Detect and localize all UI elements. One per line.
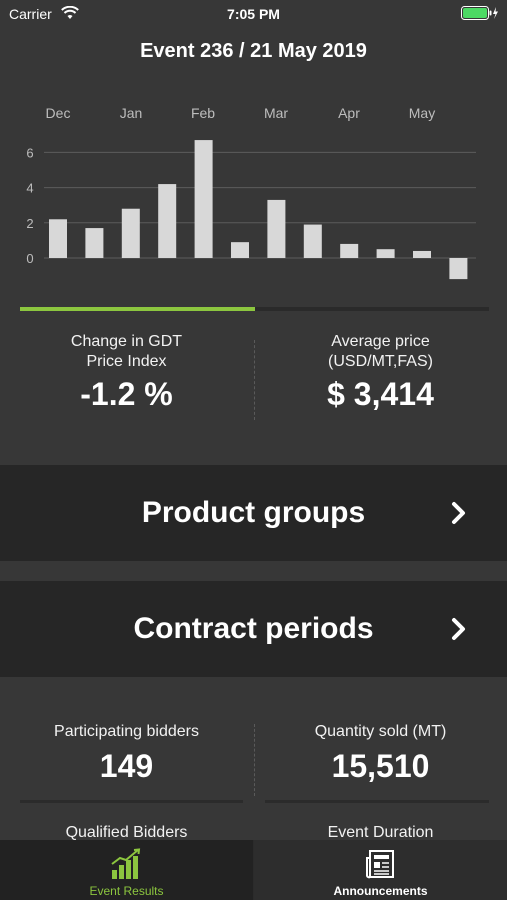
gdt-index-chart: 0 2 4 6 Dec Jan Feb Mar Apr May — [0, 96, 507, 296]
chart-bar — [376, 249, 395, 258]
summary-stats: Change in GDT Price Index -1.2 % Average… — [0, 332, 507, 432]
gdt-change-value: -1.2 % — [80, 376, 173, 412]
y-tick-label: 4 — [26, 181, 33, 196]
chart-bar — [267, 199, 286, 258]
status-bar: Carrier 7:05 PM — [0, 0, 507, 28]
x-tick-label-dec: Dec — [46, 105, 71, 121]
chart-bar — [121, 208, 140, 258]
gdt-change-stat: Change in GDT Price Index -1.2 % — [0, 332, 253, 413]
x-tick-label-jan: Jan — [120, 105, 143, 121]
quantity-sold-stat: Quantity sold (MT) 15,510 — [254, 722, 507, 785]
carrier-label: Carrier — [9, 6, 52, 22]
chart-svg: 0 2 4 6 Dec Jan Feb Mar Apr May — [26, 105, 476, 280]
event-title: Event 236 / 21 May 2019 — [140, 40, 367, 62]
x-tick-label-feb: Feb — [191, 105, 215, 121]
page-progress-track — [20, 307, 489, 311]
event-duration-stat: Event Duration — [254, 823, 507, 843]
tab-bar: Event Results Announcements — [0, 840, 507, 900]
participating-bidders-label: Participating bidders — [54, 723, 199, 740]
quantity-sold-value: 15,510 — [331, 748, 430, 784]
chart-bar — [158, 184, 177, 258]
chart-bar — [85, 228, 104, 258]
chart-bar — [231, 242, 249, 258]
gdt-change-label-line2: Price Index — [86, 353, 167, 370]
qualified-bidders-stat: Qualified Bidders — [0, 823, 253, 843]
average-price-label-line1: Average price — [331, 333, 430, 350]
tab-announcements-label: Announcements — [333, 884, 428, 898]
tab-event-results[interactable]: Event Results — [0, 840, 253, 900]
wifi-icon — [61, 6, 79, 19]
row-divider — [20, 800, 243, 803]
battery-charging-icon — [461, 6, 498, 20]
chevron-right-icon — [452, 618, 465, 640]
average-price-stat: Average price (USD/MT,FAS) $ 3,414 — [254, 332, 507, 413]
x-tick-label-apr: Apr — [338, 105, 360, 121]
participating-bidders-value: 149 — [99, 748, 154, 784]
bar-chart-trend-icon — [110, 848, 140, 879]
page-progress-fill — [20, 307, 255, 311]
participating-bidders-stat: Participating bidders 149 — [0, 722, 253, 785]
chart-bar — [340, 243, 359, 258]
stats-divider — [254, 724, 255, 796]
stats-divider — [254, 340, 255, 420]
x-tick-label-may: May — [409, 105, 435, 121]
average-price-value: $ 3,414 — [327, 376, 434, 412]
average-price-label-line2: (USD/MT,FAS) — [328, 353, 433, 370]
chart-bar — [413, 250, 431, 258]
status-time: 7:05 PM — [227, 6, 280, 22]
chevron-right-icon — [452, 502, 465, 524]
product-groups-button[interactable]: Product groups — [0, 465, 507, 561]
chart-bar — [303, 224, 322, 258]
y-tick-label: 6 — [26, 145, 33, 160]
tab-event-results-label: Event Results — [89, 884, 164, 898]
row-divider — [265, 800, 489, 803]
gdt-change-label-line1: Change in GDT — [70, 333, 183, 350]
chart-bar — [194, 140, 213, 258]
chart-bar — [449, 258, 468, 280]
x-tick-label-mar: Mar — [264, 105, 288, 121]
contract-periods-label: Contract periods — [133, 612, 374, 645]
y-tick-label: 0 — [26, 251, 33, 266]
y-tick-label: 2 — [26, 216, 33, 231]
contract-periods-button[interactable]: Contract periods — [0, 581, 507, 677]
newspaper-icon — [365, 850, 394, 879]
qualified-bidders-label: Qualified Bidders — [65, 824, 188, 841]
quantity-sold-label: Quantity sold (MT) — [314, 723, 447, 740]
product-groups-label: Product groups — [141, 496, 366, 529]
tab-announcements[interactable]: Announcements — [254, 840, 507, 900]
chart-bar — [49, 219, 67, 258]
event-duration-label: Event Duration — [327, 824, 434, 841]
